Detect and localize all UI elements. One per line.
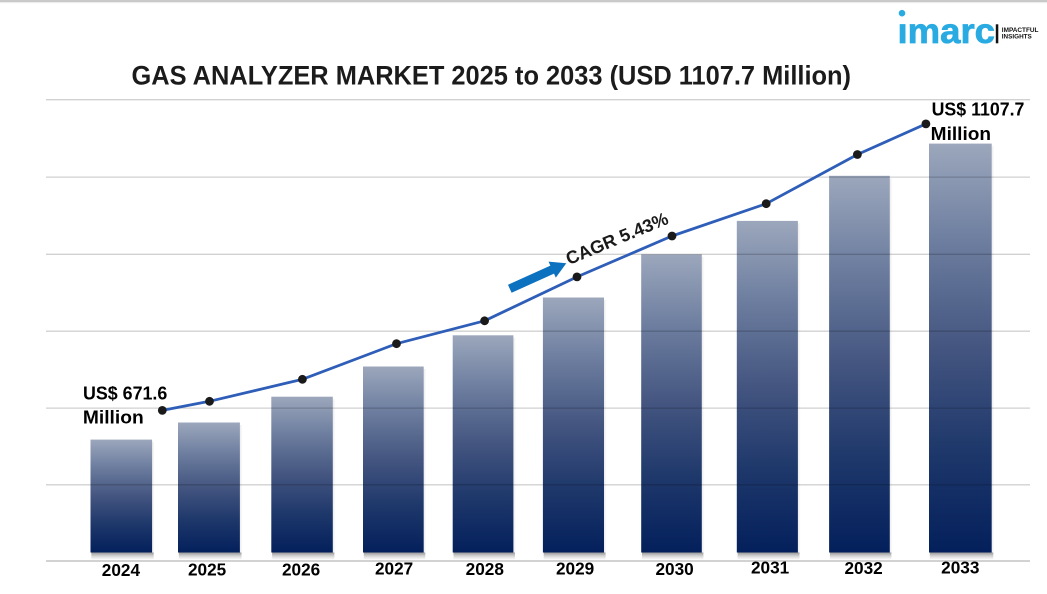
svg-text:2028: 2028 <box>466 559 505 579</box>
svg-text:US$ 1107.7: US$ 1107.7 <box>932 100 1025 120</box>
svg-text:2031: 2031 <box>751 558 790 578</box>
svg-text:Million: Million <box>83 407 144 427</box>
svg-text:ımarc: ımarc <box>898 12 996 51</box>
svg-text:US$ 671.6: US$ 671.6 <box>83 384 167 404</box>
svg-text:IMPACTFUL: IMPACTFUL <box>1002 27 1039 34</box>
svg-text:2026: 2026 <box>282 560 320 580</box>
svg-text:2033: 2033 <box>941 558 979 578</box>
svg-text:Million: Million <box>931 124 991 144</box>
svg-text:2030: 2030 <box>655 559 693 579</box>
svg-text:2027: 2027 <box>375 559 413 579</box>
svg-text:2024: 2024 <box>102 560 141 580</box>
svg-text:2032: 2032 <box>844 558 882 578</box>
svg-text:INSIGHTS: INSIGHTS <box>1002 34 1032 41</box>
svg-text:GAS ANALYZER MARKET 2025 to 20: GAS ANALYZER MARKET 2025 to 2033 (USD 11… <box>132 60 852 90</box>
svg-text:2029: 2029 <box>556 558 594 578</box>
svg-text:2025: 2025 <box>188 560 227 580</box>
